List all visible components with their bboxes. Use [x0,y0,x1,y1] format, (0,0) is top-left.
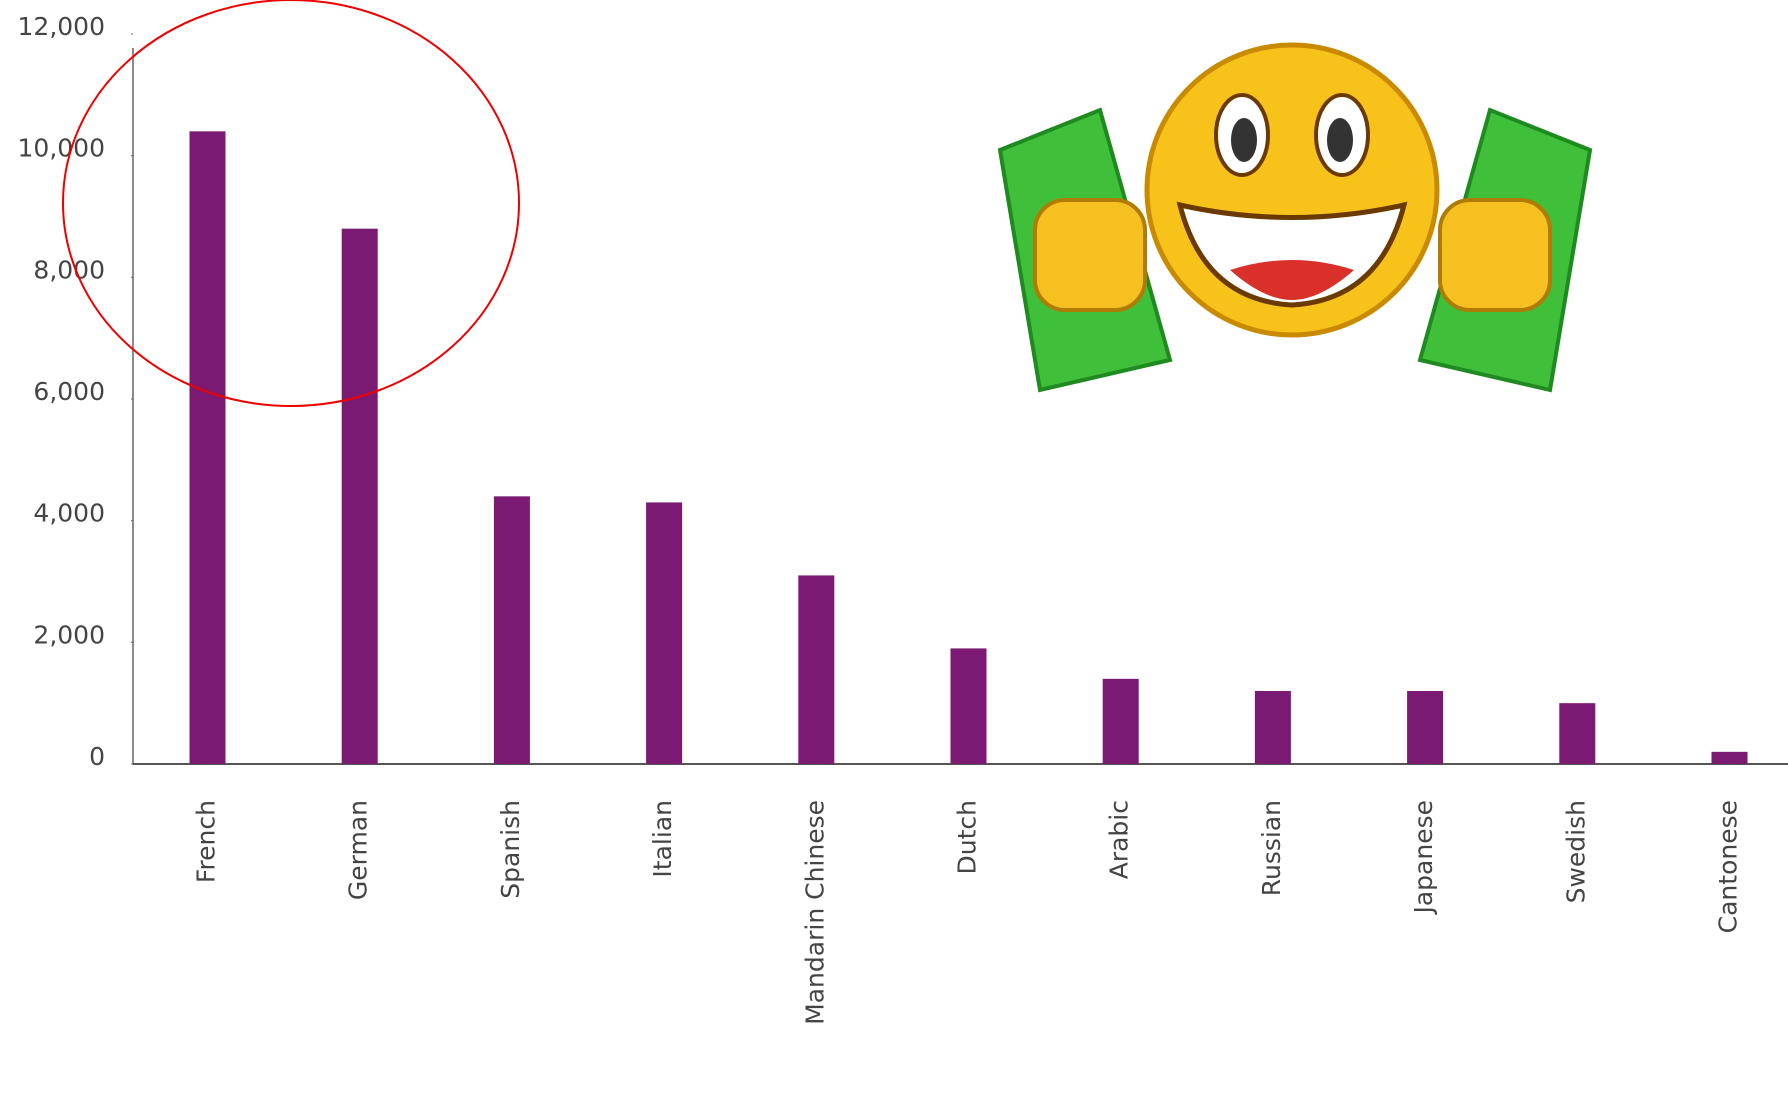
emoji-decoration [1000,45,1590,390]
x-tick-label: Spanish [496,800,525,899]
x-tick-label: French [192,800,221,883]
highlight-circle [63,0,519,406]
bar [646,502,682,764]
page: {"chart_data": {"type": "bar", "categori… [0,0,1788,1112]
x-tick-label: German [344,800,373,900]
y-tick-label: 8,000 [33,255,105,284]
bar [951,648,987,764]
y-tick-label: 12,000 [18,12,105,41]
chart: 0 2,000 4,000 6,000 8,000 10,000 12,000 French G… [0,0,1788,1112]
y-tick-label: 0 [89,742,105,771]
x-tick-label: Mandarin Chinese [800,800,829,1025]
x-tick-label: Russian [1257,800,1286,896]
bar [494,496,530,764]
x-tick-label: Italian [648,800,677,878]
y-tick-label: 4,000 [33,499,105,528]
bar [1712,752,1748,764]
bar [1255,691,1291,764]
y-tick-label: 10,000 [18,134,105,163]
x-tick-label: Arabic [1105,800,1134,879]
x-tick-label: Dutch [953,800,982,875]
y-tick-label: 6,000 [33,377,105,406]
bar [1103,679,1139,764]
bar [1559,703,1595,764]
x-tick-label: Japanese [1409,800,1438,916]
bar [190,131,226,764]
bar [342,229,378,764]
y-tick-label: 2,000 [33,620,105,649]
x-tick-label: Swedish [1561,800,1590,903]
bar [798,575,834,764]
bar [1407,691,1443,764]
x-tick-label: Cantonese [1714,800,1743,933]
